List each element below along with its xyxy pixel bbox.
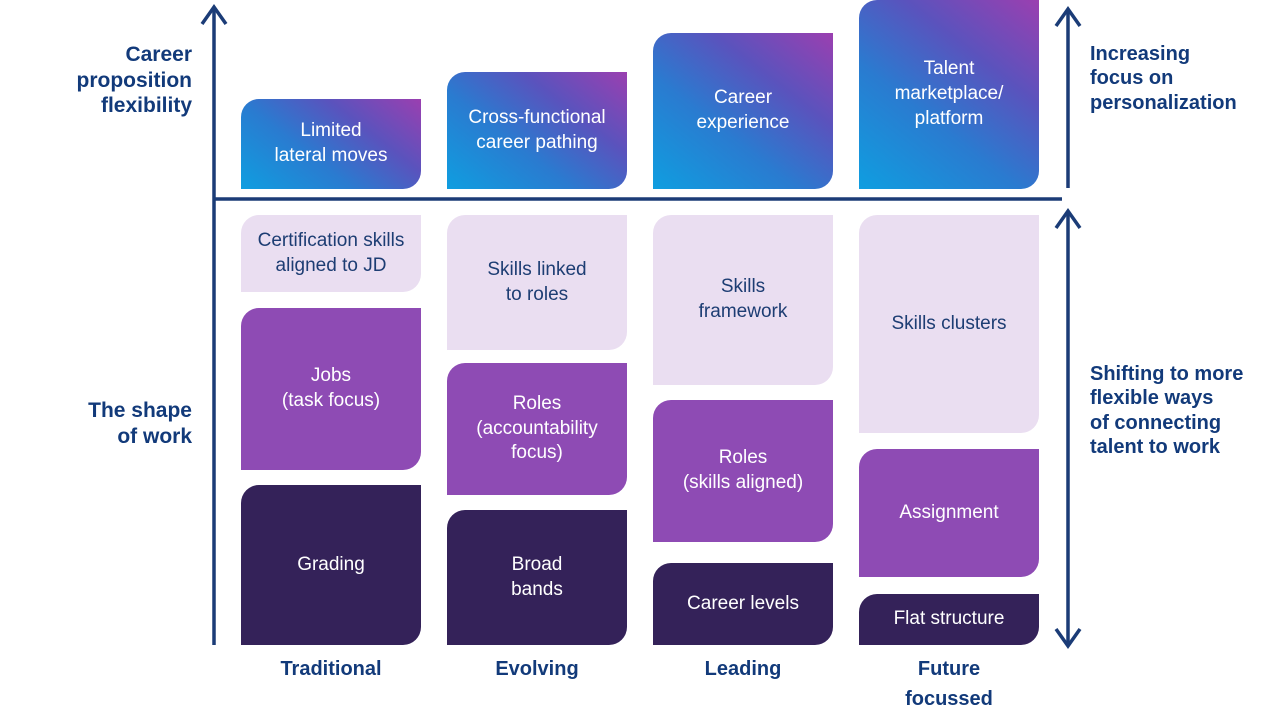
card-top-future-focussed[interactable]: Talent marketplace/ platform xyxy=(859,0,1039,189)
right-bottom-arrowhead-down-icon xyxy=(1054,627,1082,650)
column-footer-leading: Leading xyxy=(704,658,782,680)
card-traditional-mid[interactable]: Jobs (task focus) xyxy=(241,308,421,470)
right-top-arrowhead-icon xyxy=(1054,5,1082,28)
axis-label-shape-of-work: The shape of work xyxy=(88,399,192,448)
right-bottom-arrowhead-up-icon xyxy=(1054,207,1082,230)
card-traditional-light[interactable]: Certification skills aligned to JD xyxy=(241,215,421,292)
column-footer-future-focussed: Future focussed xyxy=(905,658,993,710)
column-footer-traditional: Traditional xyxy=(280,658,382,680)
card-evolving-mid[interactable]: Roles (accountability focus) xyxy=(447,363,627,495)
card-leading-mid[interactable]: Roles (skills aligned) xyxy=(653,400,833,542)
column-footer-evolving: Evolving xyxy=(495,658,579,680)
y-axis-arrowhead-icon xyxy=(200,3,228,26)
card-future-mid[interactable]: Assignment xyxy=(859,449,1039,577)
annotation-shifting-to-flexible-ways: Shifting to more flexible ways of connec… xyxy=(1090,363,1244,459)
card-evolving-light[interactable]: Skills linked to roles xyxy=(447,215,627,350)
card-traditional-dark[interactable]: Grading xyxy=(241,485,421,645)
card-top-traditional[interactable]: Limited lateral moves xyxy=(241,99,421,189)
card-future-light[interactable]: Skills clusters xyxy=(859,215,1039,433)
axis-label-career-proposition-flexibility: Career proposition flexibility xyxy=(76,43,192,118)
card-evolving-dark[interactable]: Broad bands xyxy=(447,510,627,645)
card-future-dark[interactable]: Flat structure xyxy=(859,594,1039,645)
card-leading-dark[interactable]: Career levels xyxy=(653,563,833,645)
annotation-increasing-focus-on-personalization: Increasing focus on personalization xyxy=(1090,43,1237,114)
card-top-leading[interactable]: Career experience xyxy=(653,33,833,189)
card-leading-light[interactable]: Skills framework xyxy=(653,215,833,385)
card-top-evolving[interactable]: Cross-functional career pathing xyxy=(447,72,627,189)
